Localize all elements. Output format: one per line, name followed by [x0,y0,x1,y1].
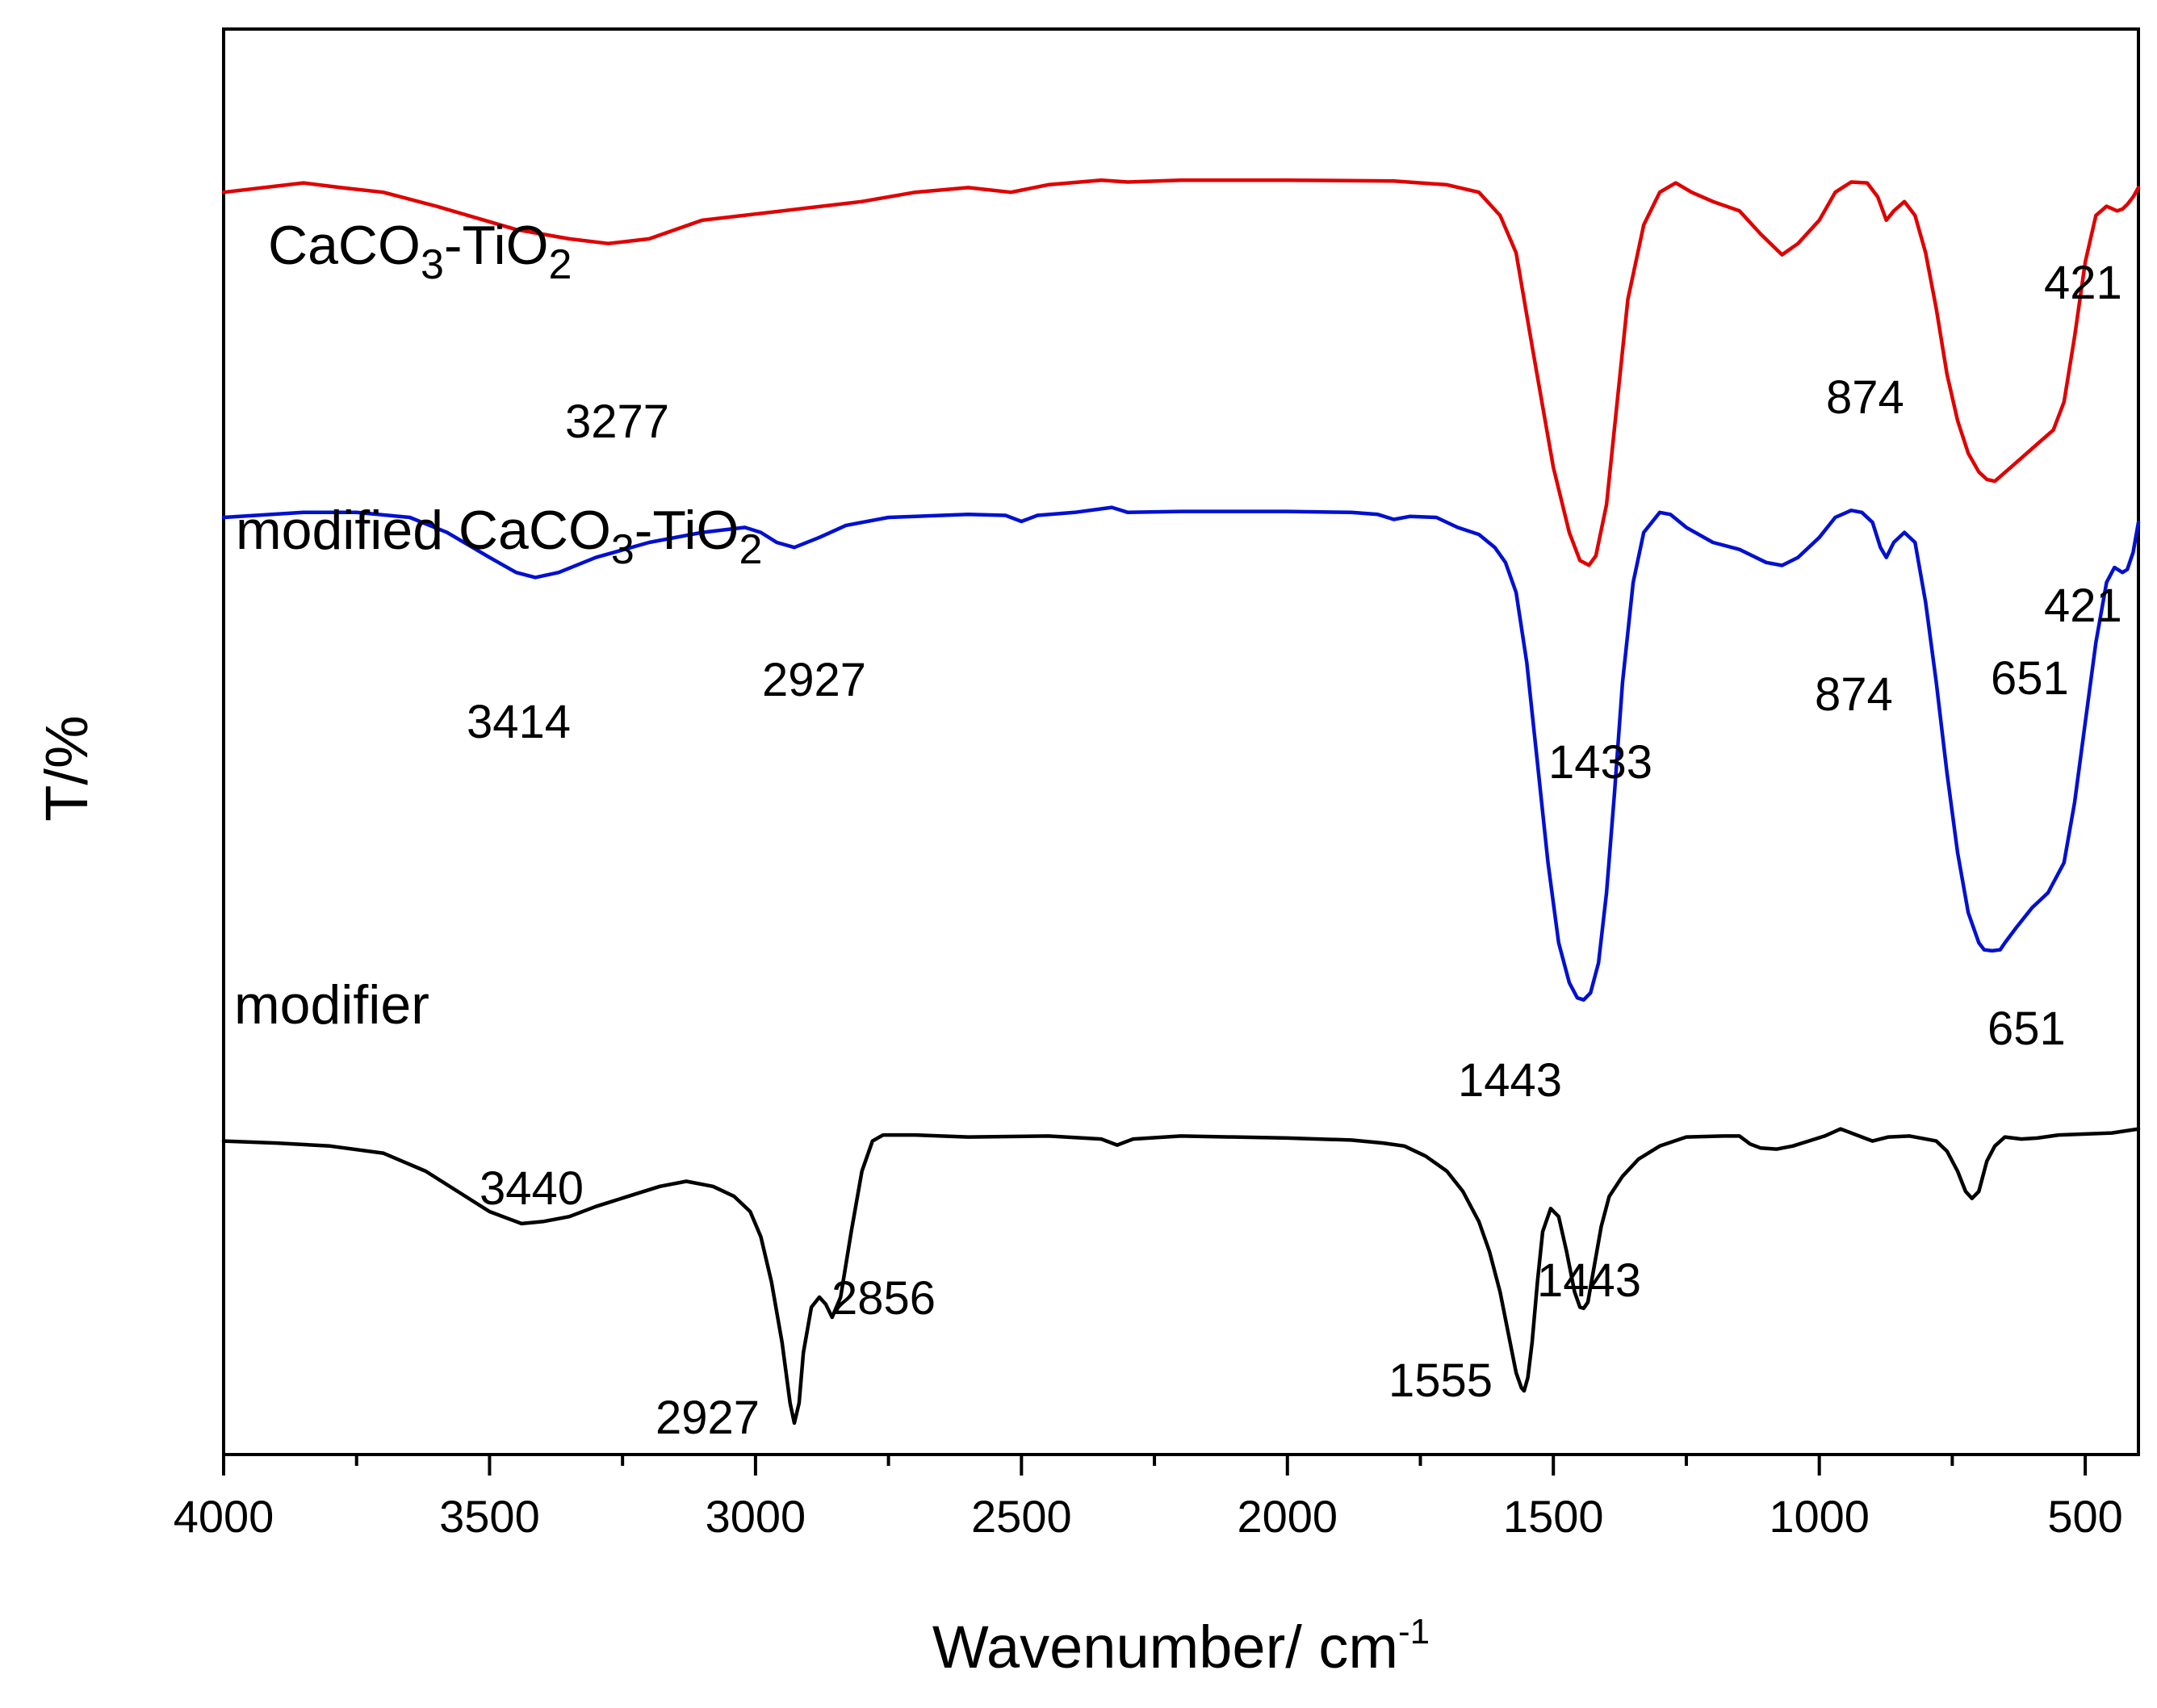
peak-label: 1433 [1548,736,1652,789]
x-tick-label: 3000 [706,1491,806,1542]
peak-label: 421 [2044,257,2122,309]
y-axis-title: T/% [33,715,100,822]
series-label-modifier: modifier [234,974,429,1036]
peak-label: 1443 [1537,1254,1641,1307]
peak-label: 874 [1826,371,1904,424]
x-tick-label: 2000 [1237,1491,1338,1542]
x-tick-label: 1500 [1503,1491,1604,1542]
x-tick-label: 500 [2047,1491,2122,1542]
peak-label: 2927 [762,654,866,706]
series-label-modified-caco3-tio2: modified CaCO3-TiO2 [236,500,762,573]
peak-label: 651 [1987,1003,2066,1055]
peak-label: 651 [1991,652,2069,705]
peak-label: 1555 [1388,1354,1493,1407]
peak-label: 3414 [467,696,571,748]
peak-label: 3277 [565,396,669,448]
x-tick-label: 4000 [174,1491,274,1542]
peak-label: 2856 [831,1272,936,1325]
peak-label: 3440 [480,1162,584,1215]
spectrum-line-caco3-tio2 [221,178,2141,567]
spectrum-line-modified-caco3-tio2 [221,505,2141,1002]
x-axis-title: Wavenumber/ cm-1 [932,1612,1430,1681]
peak-label: 2927 [655,1392,760,1444]
peak-label: 421 [2044,580,2122,632]
peak-label: 1443 [1458,1054,1562,1107]
spectra [221,178,2141,1425]
x-tick-label: 1000 [1769,1491,1870,1542]
x-tick-label: 3500 [439,1491,540,1542]
x-axis-ticks [222,1455,2088,1476]
x-axis-tick-labels: 4000 3500 3000 2500 2000 1500 1000 500 [174,1491,2123,1542]
x-tick-label: 2500 [971,1491,1072,1542]
plot-frame [222,27,2140,1456]
peak-label: 874 [1815,668,1893,721]
spectrum-line-modifier [221,1127,2141,1425]
series-label-caco3-tio2: CaCO3-TiO2 [268,215,572,288]
